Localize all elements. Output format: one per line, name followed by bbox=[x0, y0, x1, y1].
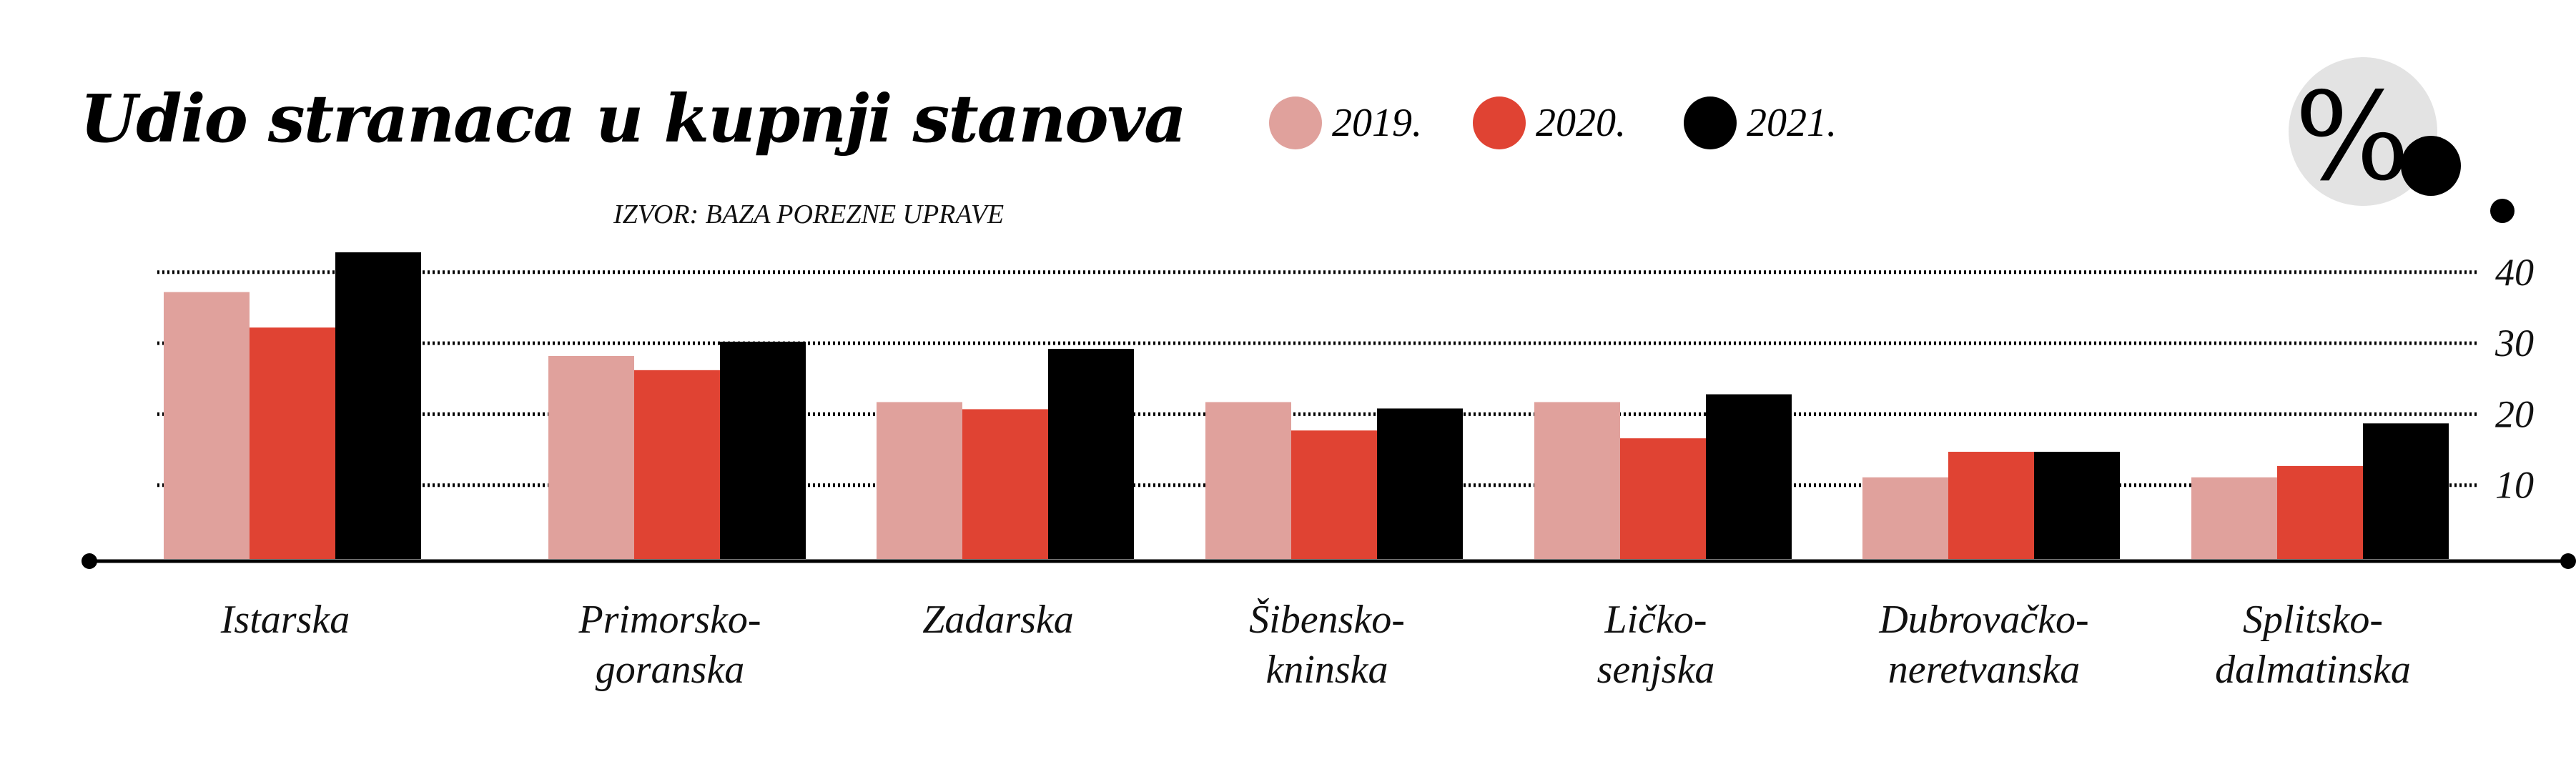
bar-2020-5 bbox=[1948, 452, 2034, 559]
bar-2019-4 bbox=[1534, 402, 1620, 559]
x-category-label: neretvanska bbox=[1888, 648, 2081, 692]
bar-2020-0 bbox=[250, 327, 335, 559]
legend-swatch-2019 bbox=[1269, 96, 1322, 149]
bar-2019-2 bbox=[877, 402, 962, 559]
x-axis bbox=[82, 553, 2576, 569]
bar-2020-4 bbox=[1620, 438, 1706, 559]
axis-end-dot-left bbox=[82, 553, 97, 569]
chart-title: Udio stranaca u kupnji stanova bbox=[80, 80, 1187, 157]
bar-2019-0 bbox=[164, 292, 250, 559]
y-tick-label: 40 bbox=[2495, 251, 2534, 294]
bar-2020-6 bbox=[2277, 465, 2363, 559]
y-tick-label: 20 bbox=[2495, 392, 2534, 435]
axis-end-dot-right bbox=[2560, 553, 2576, 569]
x-category-label: senjska bbox=[1597, 648, 1715, 692]
x-category-label: Istarska bbox=[220, 598, 350, 642]
bar-2021-2 bbox=[1048, 349, 1134, 559]
legend-item-2021: 2021. bbox=[1684, 96, 1837, 149]
percent-symbol: % bbox=[2294, 66, 2410, 208]
bar-2020-2 bbox=[962, 409, 1048, 559]
x-category-label: kninska bbox=[1265, 648, 1388, 692]
chart-source: IZVOR: BAZA POREZNE UPRAVE bbox=[613, 199, 1005, 229]
bar-2019-6 bbox=[2191, 477, 2277, 559]
x-category-label: Ličko- bbox=[1604, 598, 1707, 642]
x-category-label: Primorsko- bbox=[578, 598, 761, 642]
x-category-label: Splitsko- bbox=[2243, 598, 2383, 642]
bar-2020-1 bbox=[634, 370, 720, 559]
bar-2019-3 bbox=[1205, 402, 1291, 559]
bar-2021-6 bbox=[2363, 423, 2449, 559]
x-category-label: goranska bbox=[596, 648, 744, 692]
legend-label-2020: 2020. bbox=[1536, 101, 1626, 145]
bar-2021-4 bbox=[1706, 394, 1792, 559]
percent-icon: % bbox=[2289, 57, 2515, 223]
x-category-label: Dubrovačko- bbox=[1878, 598, 2088, 642]
legend-label-2019: 2019. bbox=[1332, 101, 1422, 145]
legend-swatch-2021 bbox=[1684, 96, 1737, 149]
bar-2021-1 bbox=[720, 342, 806, 559]
legend-swatch-2020 bbox=[1473, 96, 1526, 149]
bar-2021-0 bbox=[335, 252, 421, 559]
x-category-label: dalmatinska bbox=[2215, 648, 2411, 692]
bar-2019-1 bbox=[548, 355, 634, 559]
legend-item-2019: 2019. bbox=[1269, 96, 1422, 149]
legend-label-2021: 2021. bbox=[1747, 101, 1837, 145]
bar-2019-5 bbox=[1862, 477, 1948, 559]
bar-2021-3 bbox=[1377, 408, 1463, 559]
legend-item-2020: 2020. bbox=[1473, 96, 1626, 149]
x-category-label: Zadarska bbox=[922, 598, 1074, 642]
y-tick-label: 30 bbox=[2494, 322, 2534, 365]
bar-2020-3 bbox=[1291, 430, 1377, 559]
bar-2021-5 bbox=[2034, 452, 2120, 559]
y-tick-label: 10 bbox=[2495, 464, 2534, 507]
x-category-label: Šibensko- bbox=[1249, 597, 1405, 642]
